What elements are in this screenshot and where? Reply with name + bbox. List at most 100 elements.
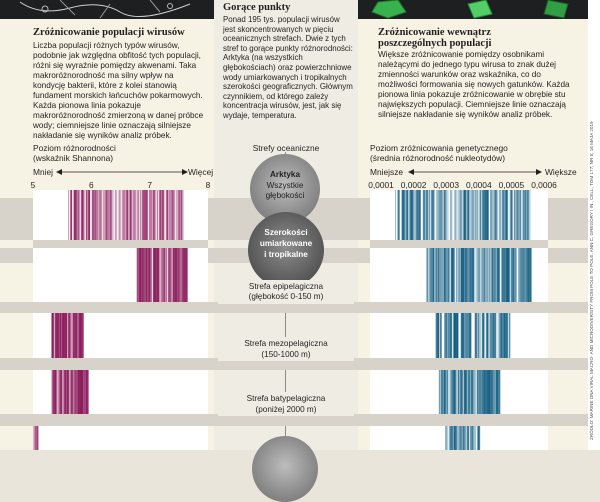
left-stripe <box>146 248 149 302</box>
right-stripe <box>491 313 493 358</box>
right-stripe <box>432 248 435 302</box>
left-arrow-icon <box>56 169 188 175</box>
right-tick-3: 0,0004 <box>465 180 492 190</box>
right-stripe <box>433 248 435 302</box>
right-stripe <box>456 313 459 358</box>
right-stripe <box>481 370 483 414</box>
right-stripe <box>495 248 498 302</box>
epi-label-1: Strefa epipelagiczna <box>248 282 324 291</box>
right-stripe <box>498 190 501 240</box>
right-stripe <box>474 370 475 414</box>
left-stripe <box>85 370 87 414</box>
right-stripe <box>465 190 469 240</box>
left-stripe <box>123 190 126 240</box>
right-stripe <box>450 190 452 240</box>
right-stripe <box>528 248 531 302</box>
left-stripe <box>84 190 87 240</box>
left-stripe <box>176 190 179 240</box>
left-stripe <box>146 190 149 240</box>
left-stripe <box>175 190 177 240</box>
source-credit: ŹRÓDŁO: MARINE DNA VIRAL MACRO- AND MICR… <box>589 121 594 440</box>
right-stripe <box>472 190 475 240</box>
left-stripe <box>172 190 175 240</box>
right-stripe <box>454 426 456 450</box>
right-stripe <box>474 370 476 414</box>
left-stripe <box>60 370 62 414</box>
left-stripe <box>178 190 180 240</box>
right-stripe <box>454 426 455 450</box>
left-stripe <box>178 248 181 302</box>
left-stripe <box>115 190 117 240</box>
left-tick-0: 5 <box>30 180 36 190</box>
right-stripe <box>459 370 462 414</box>
left-stripe <box>86 370 89 414</box>
right-stripe <box>483 370 484 414</box>
left-stripe <box>163 248 166 302</box>
right-stripe <box>419 190 421 240</box>
right-stripe <box>505 313 508 358</box>
left-stripe <box>86 370 89 414</box>
left-stripe <box>73 313 76 358</box>
left-stripe <box>57 313 60 358</box>
right-stripe <box>529 248 532 302</box>
left-stripe <box>53 313 55 358</box>
right-stripe <box>467 370 470 414</box>
right-stripe <box>525 248 527 302</box>
left-stripe <box>166 248 168 302</box>
right-stripe <box>520 248 523 302</box>
left-stripe <box>137 190 140 240</box>
right-stripe <box>488 248 490 302</box>
right-stripe <box>487 370 490 414</box>
right-stripe <box>457 248 459 302</box>
right-stripe <box>474 190 477 240</box>
left-stripe <box>166 190 168 240</box>
right-stripe <box>433 248 435 302</box>
left-stripe <box>175 248 178 302</box>
center-paragraph: Ponad 195 tys. populacji wirusów jest sk… <box>223 15 353 120</box>
right-stripe <box>473 248 476 302</box>
right-stripe <box>445 248 447 302</box>
left-stripe <box>119 190 122 240</box>
right-stripe <box>494 370 496 414</box>
left-stripe <box>142 248 144 302</box>
right-stripe <box>516 190 519 240</box>
left-title: Zróżnicowanie populacji wirusów <box>33 27 185 38</box>
left-stripe <box>77 190 80 240</box>
right-stripe <box>456 313 458 358</box>
left-stripe <box>60 313 62 358</box>
bathy-label-2: (poniżej 2000 m) <box>255 405 317 414</box>
right-stripe <box>493 313 497 358</box>
right-stripe <box>462 248 465 302</box>
right-stripe <box>450 426 453 450</box>
right-stripe <box>489 313 491 358</box>
right-stripe <box>493 313 495 358</box>
left-axis-title: Poziom różnorodności <box>33 143 116 153</box>
right-stripe <box>460 190 463 240</box>
right-stripe <box>466 313 469 358</box>
right-stripe <box>497 370 500 414</box>
right-stripe <box>479 370 481 414</box>
left-stripe <box>139 190 141 240</box>
right-stripe <box>470 370 473 414</box>
left-stripe <box>75 313 76 358</box>
right-title-line1: Zróżnicowanie wewnątrz <box>378 27 491 38</box>
left-stripe <box>37 426 39 450</box>
left-stripe <box>73 190 76 240</box>
left-stripe <box>170 190 173 240</box>
left-stripe <box>151 190 153 240</box>
left-stripe <box>181 248 184 302</box>
left-stripe <box>86 190 88 240</box>
green-virus-icon <box>371 0 569 19</box>
left-stripe <box>75 370 77 414</box>
right-stripe <box>500 313 502 358</box>
right-stripe <box>471 190 472 240</box>
right-stripe <box>469 190 471 240</box>
left-sep-2 <box>33 302 208 313</box>
right-stripe <box>459 190 461 240</box>
right-stripe <box>457 248 460 302</box>
right-stripe <box>475 313 477 358</box>
right-stripe <box>453 313 456 358</box>
left-stripe <box>155 248 156 302</box>
left-stripe <box>133 190 135 240</box>
left-stripe <box>72 313 74 358</box>
